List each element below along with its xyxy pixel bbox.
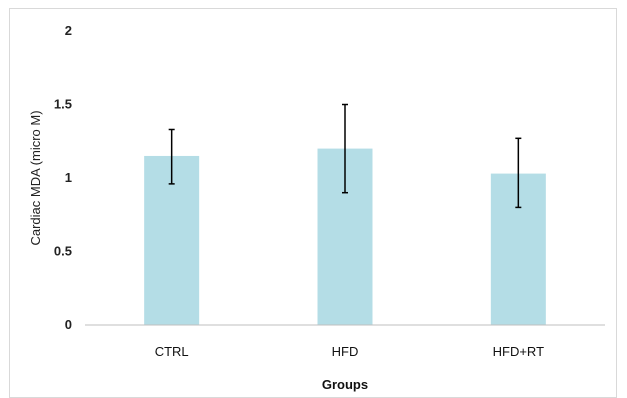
y-axis-ticks: 0 0.5 1 1.5 2 bbox=[54, 23, 72, 332]
error-bar-ctrl bbox=[168, 128, 175, 185]
x-tick-label: HFD+RT bbox=[493, 344, 544, 359]
y-axis-title: Cardiac MDA (micro M) bbox=[28, 110, 43, 245]
x-tick-label: HFD bbox=[332, 344, 359, 359]
y-tick-label: 1.5 bbox=[54, 97, 72, 112]
y-tick-label: 1 bbox=[65, 170, 72, 185]
x-axis-title: Groups bbox=[322, 377, 368, 392]
y-tick-label: 0 bbox=[65, 317, 72, 332]
error-bar-hfd-rt bbox=[515, 137, 522, 209]
x-tick-label: CTRL bbox=[155, 344, 189, 359]
y-tick-label: 0.5 bbox=[54, 244, 72, 259]
y-tick-label: 2 bbox=[65, 23, 72, 38]
error-bar-hfd bbox=[342, 103, 348, 194]
x-axis-categories: CTRL HFD HFD+RT bbox=[155, 344, 544, 359]
error-bars bbox=[168, 103, 522, 209]
